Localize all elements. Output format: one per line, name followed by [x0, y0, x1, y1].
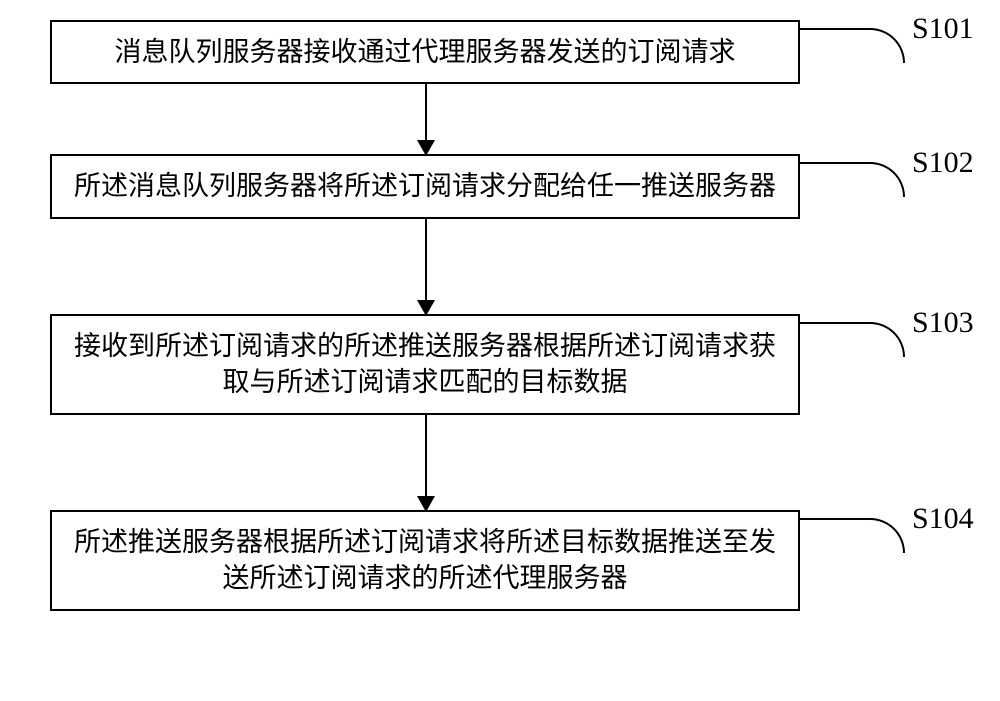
flowchart-container: 消息队列服务器接收通过代理服务器发送的订阅请求 S101 所述消息队列服务器将所…	[50, 20, 950, 611]
step-text-1: 消息队列服务器接收通过代理服务器发送的订阅请求	[115, 37, 736, 67]
connector-1	[800, 28, 905, 63]
step-label-4: S104	[912, 502, 974, 536]
connector-2	[800, 162, 905, 197]
step-row-1: 消息队列服务器接收通过代理服务器发送的订阅请求 S101	[50, 20, 950, 84]
step-label-1: S101	[912, 12, 974, 46]
step-text-4: 所述推送服务器根据所述订阅请求将所述目标数据推送至发送所述订阅请求的所述代理服务…	[74, 527, 776, 593]
step-row-2: 所述消息队列服务器将所述订阅请求分配给任一推送服务器 S102	[50, 154, 950, 218]
connector-4	[800, 518, 905, 553]
arrow-3-4	[425, 415, 427, 510]
step-box-4: 所述推送服务器根据所述订阅请求将所述目标数据推送至发送所述订阅请求的所述代理服务…	[50, 510, 800, 611]
arrow-1-2	[425, 84, 427, 154]
step-box-3: 接收到所述订阅请求的所述推送服务器根据所述订阅请求获取与所述订阅请求匹配的目标数…	[50, 314, 800, 415]
step-box-1: 消息队列服务器接收通过代理服务器发送的订阅请求	[50, 20, 800, 84]
step-text-3: 接收到所述订阅请求的所述推送服务器根据所述订阅请求获取与所述订阅请求匹配的目标数…	[74, 331, 776, 397]
step-label-2: S102	[912, 146, 974, 180]
step-text-2: 所述消息队列服务器将所述订阅请求分配给任一推送服务器	[74, 171, 776, 201]
connector-3	[800, 322, 905, 357]
step-box-2: 所述消息队列服务器将所述订阅请求分配给任一推送服务器	[50, 154, 800, 218]
arrow-2-3	[425, 219, 427, 314]
step-row-3: 接收到所述订阅请求的所述推送服务器根据所述订阅请求获取与所述订阅请求匹配的目标数…	[50, 314, 950, 415]
step-row-4: 所述推送服务器根据所述订阅请求将所述目标数据推送至发送所述订阅请求的所述代理服务…	[50, 510, 950, 611]
step-label-3: S103	[912, 306, 974, 340]
